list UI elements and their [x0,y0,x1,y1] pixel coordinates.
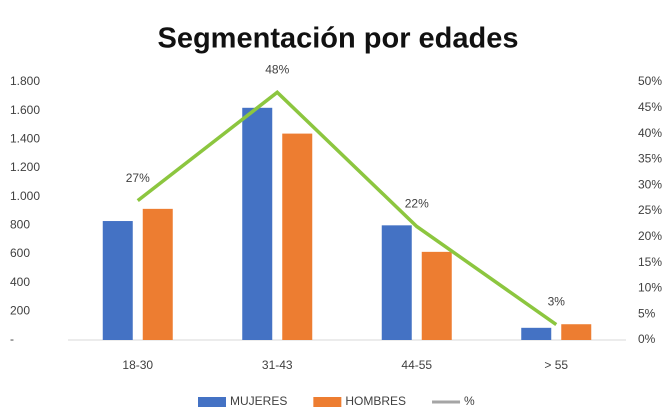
y2-tick-label: 40% [638,126,662,140]
x-tick-label: > 55 [544,358,568,372]
bar [521,327,552,340]
legend-label: % [464,394,475,408]
y-tick-label: 1.600 [10,103,40,117]
y-tick-label: 200 [10,304,30,318]
legend-swatch [198,397,226,407]
bar [282,133,313,340]
bar [142,208,173,340]
x-tick-label: 44-55 [401,358,432,372]
legend-label: MUJERES [230,394,287,408]
chart-title: Segmentación por edades [158,23,519,55]
data-label: 3% [548,295,566,309]
data-label: 27% [126,171,150,185]
bar [242,107,273,340]
y2-tick-label: 20% [638,229,662,243]
data-label: 22% [405,197,429,211]
y-tick-label: 400 [10,275,30,289]
y2-tick-label: 35% [638,152,662,166]
y-tick-label: 600 [10,246,30,260]
bar [421,251,452,340]
y-tick-label: 1.200 [10,160,40,174]
y2-tick-label: 30% [638,177,662,191]
x-tick-label: 18-30 [122,358,153,372]
y2-tick-label: 10% [638,281,662,295]
y2-tick-label: 0% [638,332,656,346]
data-label: 48% [265,62,289,76]
bar [561,324,592,340]
y2-tick-label: 25% [638,203,662,217]
x-tick-label: 31-43 [262,358,293,372]
y2-tick-label: 45% [638,100,662,114]
y-tick-label: 1.400 [10,132,40,146]
y2-tick-label: 15% [638,255,662,269]
bar [381,225,412,340]
y-tick-label: 1.800 [10,74,40,88]
y2-tick-label: 50% [638,74,662,88]
bar [102,221,133,340]
y-tick-label: 1.000 [10,189,40,203]
legend-swatch [313,397,342,407]
legend-label: HOMBRES [345,394,406,408]
line-series [136,90,558,326]
y-tick-label: 800 [10,218,30,232]
y2-tick-label: 5% [638,306,656,320]
y-tick-label: - [10,332,14,346]
